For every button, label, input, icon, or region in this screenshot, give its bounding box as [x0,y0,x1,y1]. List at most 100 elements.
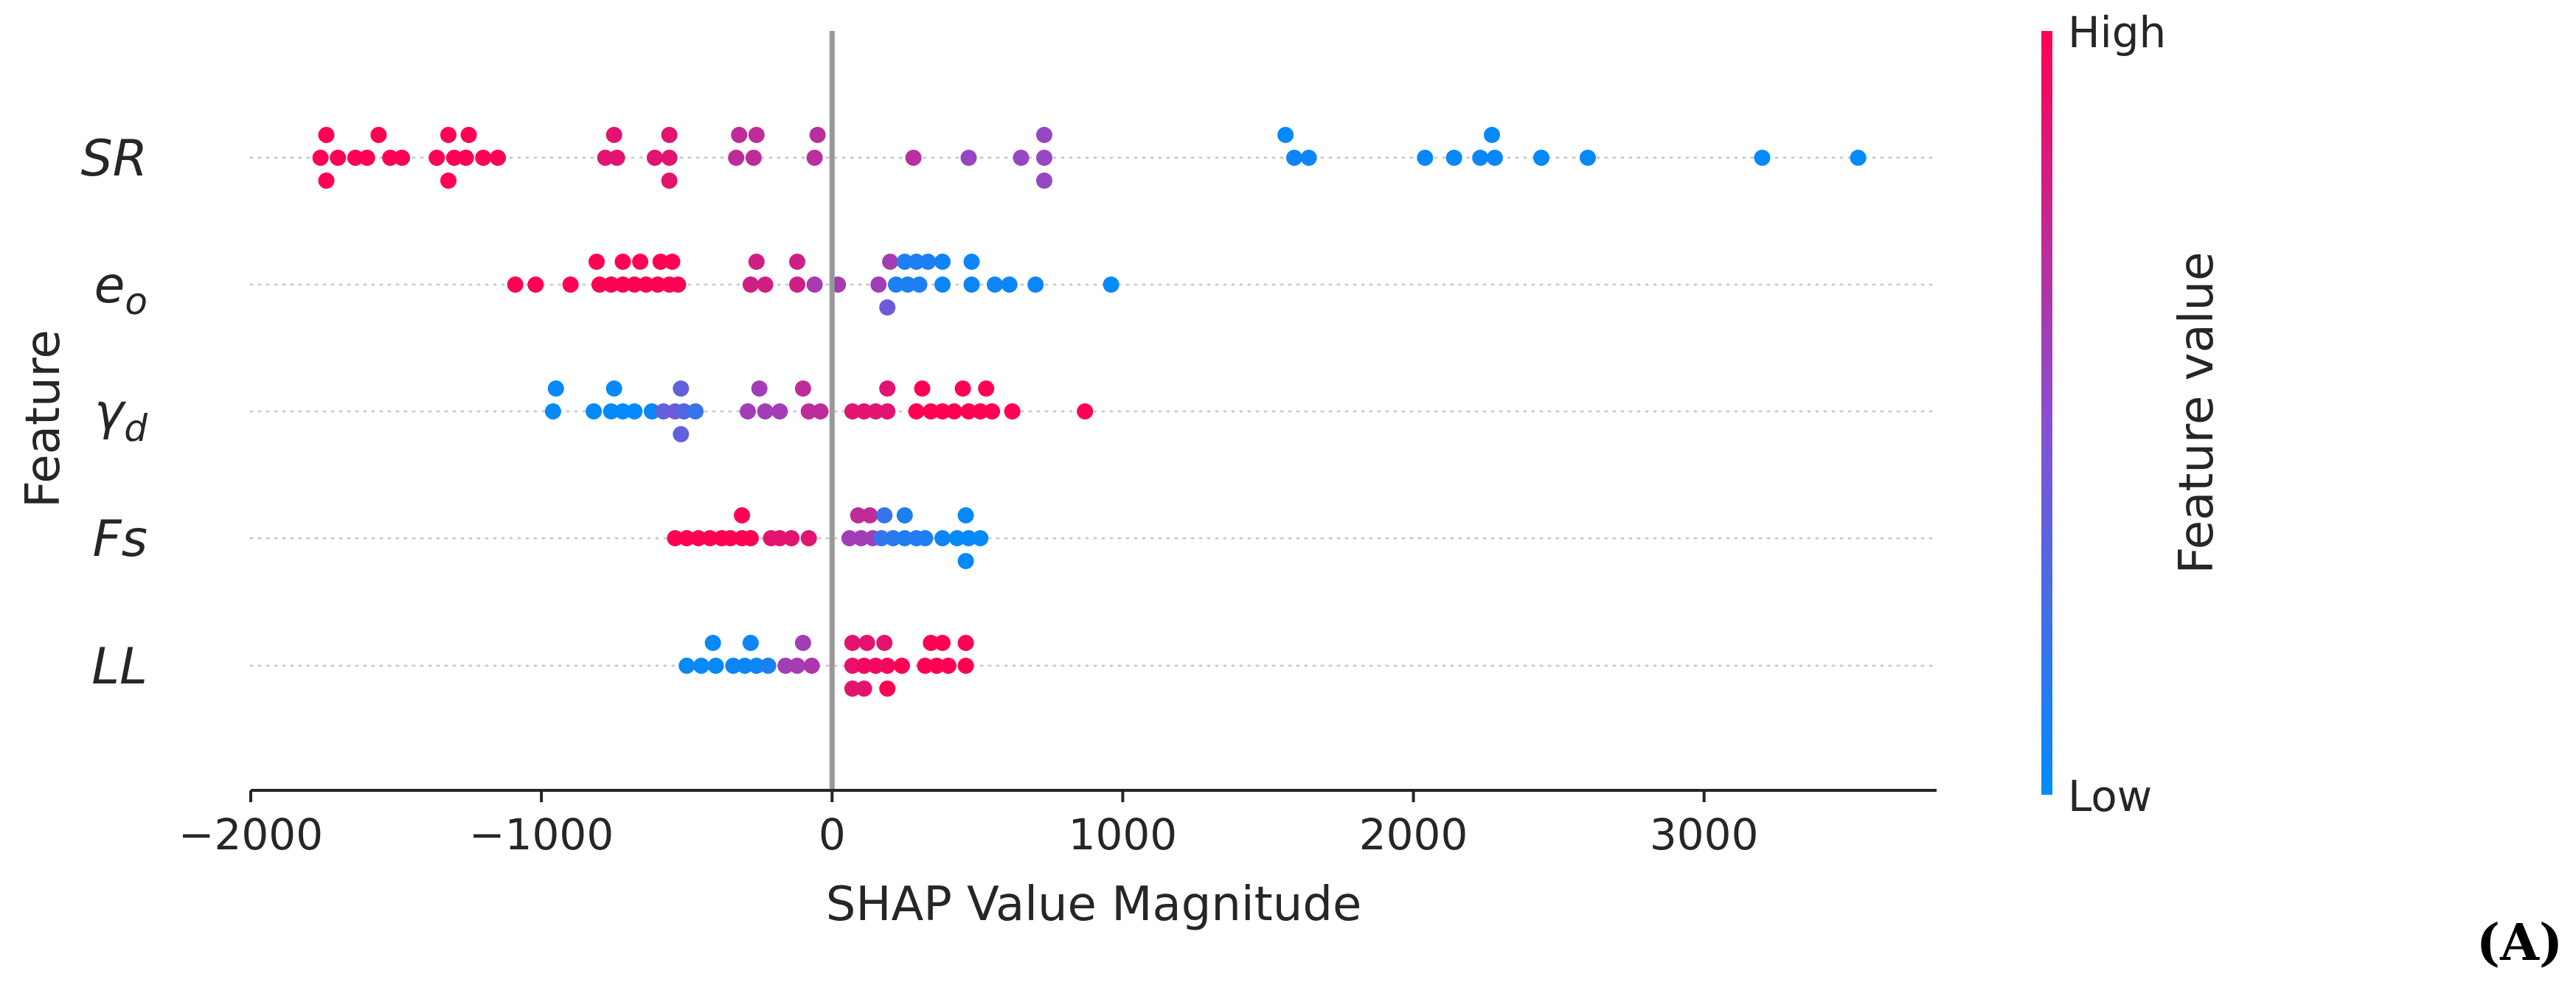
shap-point-SR-12 [312,150,329,166]
shap-point-gamma_d-2 [673,380,690,397]
shap-point-Fs-7 [678,530,695,546]
shap-point-eo-23 [670,276,687,293]
shap-point-gamma_d-14 [643,403,660,420]
shap-point-gamma_d-30 [934,403,951,420]
shap-point-gamma_d-13 [626,403,643,420]
x-axis: −2000 −1000 0 1000 2000 3000 [178,789,1937,860]
shap-point-LL-15 [760,658,777,674]
shap-point-SR-9 [1036,127,1052,143]
shap-point-LL-7 [934,635,951,651]
shap-point-gamma_d-32 [960,403,977,420]
shap-point-SR-10 [1277,127,1294,143]
shap-point-LL-25 [928,658,945,674]
shap-point-LL-10 [692,658,709,674]
shap-point-SR-17 [394,150,410,166]
shap-point-SR-44 [318,173,335,189]
shap-point-SR-32 [1013,150,1030,166]
shap-point-Fs-25 [917,530,934,546]
shap-point-gamma_d-11 [603,403,619,420]
shap-point-SR-38 [1472,150,1489,166]
shap-point-SR-24 [608,150,625,166]
shap-point-LL-27 [957,658,974,674]
feature-label-eo: eo [94,257,147,323]
shap-point-SR-0 [318,127,335,143]
shap-point-Fs-23 [896,530,913,546]
shap-point-SR-20 [457,150,474,166]
shap-point-SR-36 [1417,150,1434,166]
shap-point-gamma_d-15 [655,403,672,420]
shap-point-SR-29 [806,150,823,166]
shap-point-Fs-18 [841,530,858,546]
shap-point-eo-36 [1001,276,1018,293]
shap-point-LL-24 [917,658,934,674]
shap-point-SR-31 [960,150,977,166]
shap-point-Fs-16 [783,530,800,546]
shap-point-eo-33 [934,276,951,293]
shap-point-gamma_d-5 [879,380,896,397]
shap-point-gamma_d-20 [757,403,774,420]
shap-points [312,31,1867,790]
shap-point-Fs-0 [734,507,751,523]
shap-point-LL-17 [789,658,805,674]
shap-point-gamma_d-36 [1077,403,1094,420]
shap-point-Fs-2 [861,507,878,523]
shap-point-LL-30 [879,680,896,697]
shap-point-LL-16 [777,658,794,674]
x-tick-label-5: 3000 [1650,810,1759,860]
shap-point-eo-19 [626,276,643,293]
shap-point-gamma_d-18 [687,403,704,420]
colorbar-low-label: Low [2068,771,2152,821]
shap-point-eo-13 [507,276,524,293]
shap-point-LL-0 [704,635,721,651]
shap-point-SR-14 [347,150,364,166]
shap-point-Fs-30 [957,553,974,569]
shap-point-Fs-1 [850,507,867,523]
shap-point-eo-26 [789,276,805,293]
shap-point-eo-16 [591,276,608,293]
feature-label-SR: SR [81,130,147,188]
colorbar-title: Feature value [2170,252,2224,574]
shap-point-gamma_d-3 [751,380,768,397]
feature-rows: SR eo γd Fs LL [81,130,1938,696]
shap-point-SR-34 [1286,150,1302,166]
shap-point-SR-30 [905,150,922,166]
shap-point-eo-27 [806,276,823,293]
shap-point-eo-10 [920,254,937,270]
x-tick-label-3: 1000 [1069,810,1178,860]
shap-point-eo-18 [614,276,631,293]
shap-point-gamma_d-31 [945,403,962,420]
shap-point-SR-22 [490,150,506,166]
shap-point-LL-26 [940,658,957,674]
feature-label-LL: LL [91,638,147,696]
shap-point-eo-8 [896,254,913,270]
shap-point-gamma_d-37 [673,426,690,442]
shap-point-LL-18 [803,658,820,674]
shap-point-eo-15 [562,276,579,293]
x-tick-label-4: 2000 [1359,810,1468,860]
shap-point-eo-20 [638,276,654,293]
shap-point-SR-13 [330,150,347,166]
shap-point-SR-37 [1445,150,1462,166]
shap-point-LL-2 [794,635,811,651]
shap-point-gamma_d-6 [914,380,931,397]
shap-point-gamma_d-7 [954,380,971,397]
shap-point-eo-11 [934,254,951,270]
shap-point-eo-25 [757,276,774,293]
shap-point-Fs-11 [722,530,739,546]
y-axis-label: Feature [16,330,71,508]
shap-point-LL-9 [678,658,695,674]
shap-point-LL-29 [855,680,872,697]
shap-point-gamma_d-35 [1004,403,1021,420]
shap-point-gamma_d-24 [844,403,861,420]
shap-point-gamma_d-26 [867,403,884,420]
shap-point-SR-6 [731,127,748,143]
shap-point-LL-3 [844,635,861,651]
shap-point-gamma_d-33 [972,403,989,420]
shap-point-eo-17 [603,276,619,293]
shap-point-SR-23 [597,150,614,166]
shap-point-gamma_d-21 [771,403,788,420]
shap-point-eo-21 [649,276,666,293]
shap-point-eo-9 [908,254,925,270]
shap-point-eo-35 [987,276,1003,293]
shap-point-Fs-21 [873,530,890,546]
